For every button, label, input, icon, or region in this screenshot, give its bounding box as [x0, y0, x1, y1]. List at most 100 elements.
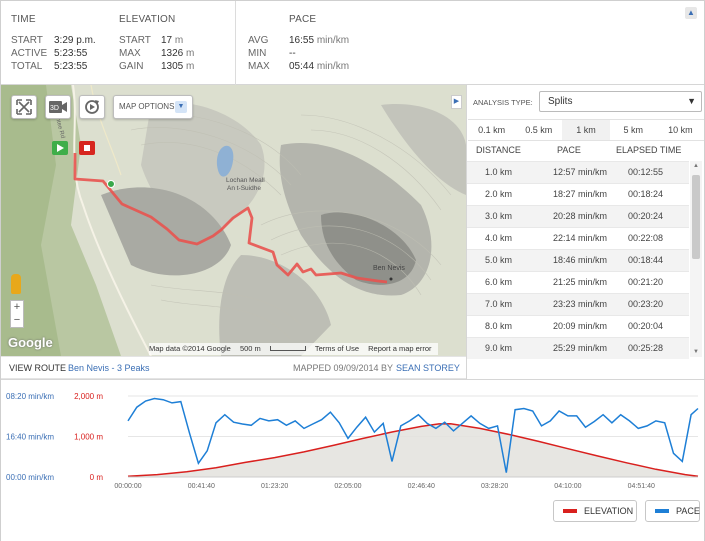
chart-svg: 08:20 min/km 16:40 min/km 00:00 min/km 2,00…	[6, 392, 699, 490]
stat-row: MAX 05:44 min/km	[248, 60, 349, 73]
map-label-lochan2: An t-Suidhe	[227, 185, 261, 192]
terms-link[interactable]: Terms of Use	[314, 344, 360, 353]
stat-row: START 3:29 p.m.	[11, 34, 96, 47]
x-tick-label: 04:10:00	[554, 483, 581, 490]
legend-pace-button[interactable]: PACE	[645, 500, 700, 522]
user-link[interactable]: SEAN STOREY	[396, 363, 460, 373]
distance-cell: 8.0 km	[485, 321, 513, 331]
pace-stats: AVG 16:55 min/km MIN -- MAX 05:44 min/km	[248, 34, 349, 73]
street-view-pegman-icon[interactable]	[11, 274, 21, 294]
legend-elevation-button[interactable]: ELEVATION	[553, 500, 637, 522]
pace-heading: PACE	[289, 14, 317, 25]
3d-view-button[interactable]: 3D	[45, 95, 71, 119]
fullscreen-button[interactable]	[11, 95, 37, 119]
zoom-control: + −	[10, 300, 24, 328]
route-map[interactable]: Lochan Meall An t-Suidhe Ben Nevis Achin…	[1, 85, 466, 356]
table-row: 4.0 km 22:14 min/km 00:22:08	[467, 227, 689, 249]
map-options-label: MAP OPTIONS	[119, 102, 175, 111]
stat-value: 1326	[161, 48, 184, 59]
zoom-in-button[interactable]: +	[13, 301, 21, 313]
tab-10-km[interactable]: 10 km	[668, 125, 693, 135]
pace-cell: 22:14 min/km	[553, 233, 608, 243]
table-row: 9.0 km 25:29 min/km 00:25:28	[467, 337, 689, 359]
end-pin-icon	[107, 180, 115, 188]
table-row: 2.0 km 18:27 min/km 00:18:24	[467, 183, 689, 205]
zoom-out-button[interactable]: −	[13, 314, 21, 326]
split-interval-tabs: 0.1 km 0.5 km 1 km 5 km 10 km	[468, 119, 704, 141]
elapsed-cell: 00:22:08	[628, 233, 664, 243]
route-name-link[interactable]: Ben Nevis - 3 Peaks	[68, 363, 150, 373]
scroll-up-icon[interactable]: ▲	[693, 163, 699, 169]
table-row: 7.0 km 23:23 min/km 00:23:20	[467, 293, 689, 315]
terrain-map: Lochan Meall An t-Suidhe Ben Nevis Achin…	[1, 85, 466, 356]
time-heading: TIME	[11, 14, 36, 25]
pace-swatch	[655, 509, 669, 513]
map-options-button[interactable]: MAP OPTIONS ▼	[113, 95, 193, 119]
analysis-type-value: Splits	[548, 96, 573, 107]
pace-cell: 20:28 min/km	[553, 211, 608, 221]
stat-value: 17	[161, 35, 173, 46]
stat-label: MAX	[248, 61, 270, 72]
distance-cell: 9.0 km	[485, 343, 513, 353]
map-data-credit: Map data ©2014 Google	[149, 344, 231, 353]
elapsed-cell: 00:12:55	[628, 167, 664, 177]
elapsed-cell: 00:21:20	[628, 277, 664, 287]
stat-row: MIN --	[248, 47, 349, 60]
stat-label: START	[11, 35, 43, 46]
distance-cell: 3.0 km	[485, 211, 513, 221]
scale-bar	[269, 346, 306, 351]
y-left-tick-label: 08:20 min/km	[6, 392, 54, 401]
map-label-ben-nevis: Ben Nevis	[373, 265, 405, 272]
table-row: 5.0 km 18:46 min/km 00:18:44	[467, 249, 689, 271]
stat-row: GAIN 1305 m	[119, 60, 194, 73]
elevation-stats: START 17 m MAX 1326 m GAIN 1305 m	[119, 34, 194, 73]
y-left-tick-label: 16:40 min/km	[6, 433, 54, 442]
elevation-swatch	[563, 509, 577, 513]
stat-row: TOTAL 5:23:55	[11, 60, 96, 73]
elapsed-cell: 00:20:04	[628, 321, 664, 331]
stat-value: 3:29 p.m.	[54, 35, 96, 46]
stat-value: 16:55	[289, 35, 315, 46]
x-tick-label: 03:28:20	[481, 483, 508, 490]
pace-column-header[interactable]: PACE	[557, 145, 581, 155]
distance-column-header[interactable]: DISTANCE	[476, 145, 521, 155]
elapsed-cell: 00:23:20	[628, 299, 664, 309]
stat-unit: min/km	[316, 35, 350, 46]
chevron-up-icon[interactable]: ▲	[685, 7, 697, 19]
distance-cell: 7.0 km	[485, 299, 513, 309]
tab-0-5-km[interactable]: 0.5 km	[525, 125, 553, 135]
y-left-tick-label: 00:00 min/km	[6, 473, 54, 482]
report-error-link[interactable]: Report a map error	[368, 344, 432, 353]
stat-label: MAX	[119, 48, 141, 59]
tab-0-1-km[interactable]: 0.1 km	[478, 125, 506, 135]
elevation-heading: ELEVATION	[119, 14, 176, 25]
replay-button[interactable]	[79, 95, 105, 119]
x-tick-label: 04:51:40	[628, 483, 655, 490]
map-scale: 500 m	[239, 344, 261, 353]
splits-scrollbar[interactable]: ▲ ▼	[690, 161, 702, 357]
svg-text:3D: 3D	[50, 105, 59, 112]
pace-line	[127, 397, 699, 473]
analysis-type-label: ANALYSIS TYPE:	[473, 98, 533, 107]
google-logo: Google	[8, 335, 53, 350]
view-route-label: VIEW ROUTE	[9, 363, 67, 373]
stat-value: 1305	[161, 61, 184, 72]
elapsed-column-header[interactable]: ELAPSED TIME	[616, 145, 682, 155]
y-right-tick-label: 1,000 m	[74, 433, 103, 442]
analysis-type-select[interactable]: Splits ▼	[539, 91, 702, 112]
panel-toggle-icon[interactable]: ▶	[451, 95, 462, 109]
tab-5-km[interactable]: 5 km	[623, 125, 643, 135]
scroll-thumb[interactable]	[692, 175, 700, 259]
play-marker-icon[interactable]	[52, 141, 68, 155]
stat-label: ACTIVE	[11, 48, 48, 59]
legend-elevation-label: ELEVATION	[584, 506, 634, 516]
tab-1-km[interactable]: 1 km	[562, 120, 610, 140]
table-row: 6.0 km 21:25 min/km 00:21:20	[467, 271, 689, 293]
scroll-down-icon[interactable]: ▼	[693, 349, 699, 355]
stop-marker-icon[interactable]	[79, 141, 95, 155]
stat-row: MAX 1326 m	[119, 47, 194, 60]
select-arrow-icon: ▼	[687, 96, 696, 106]
stats-divider	[235, 1, 236, 85]
x-tick-label: 02:46:40	[408, 483, 435, 490]
pace-cell: 23:23 min/km	[553, 299, 608, 309]
